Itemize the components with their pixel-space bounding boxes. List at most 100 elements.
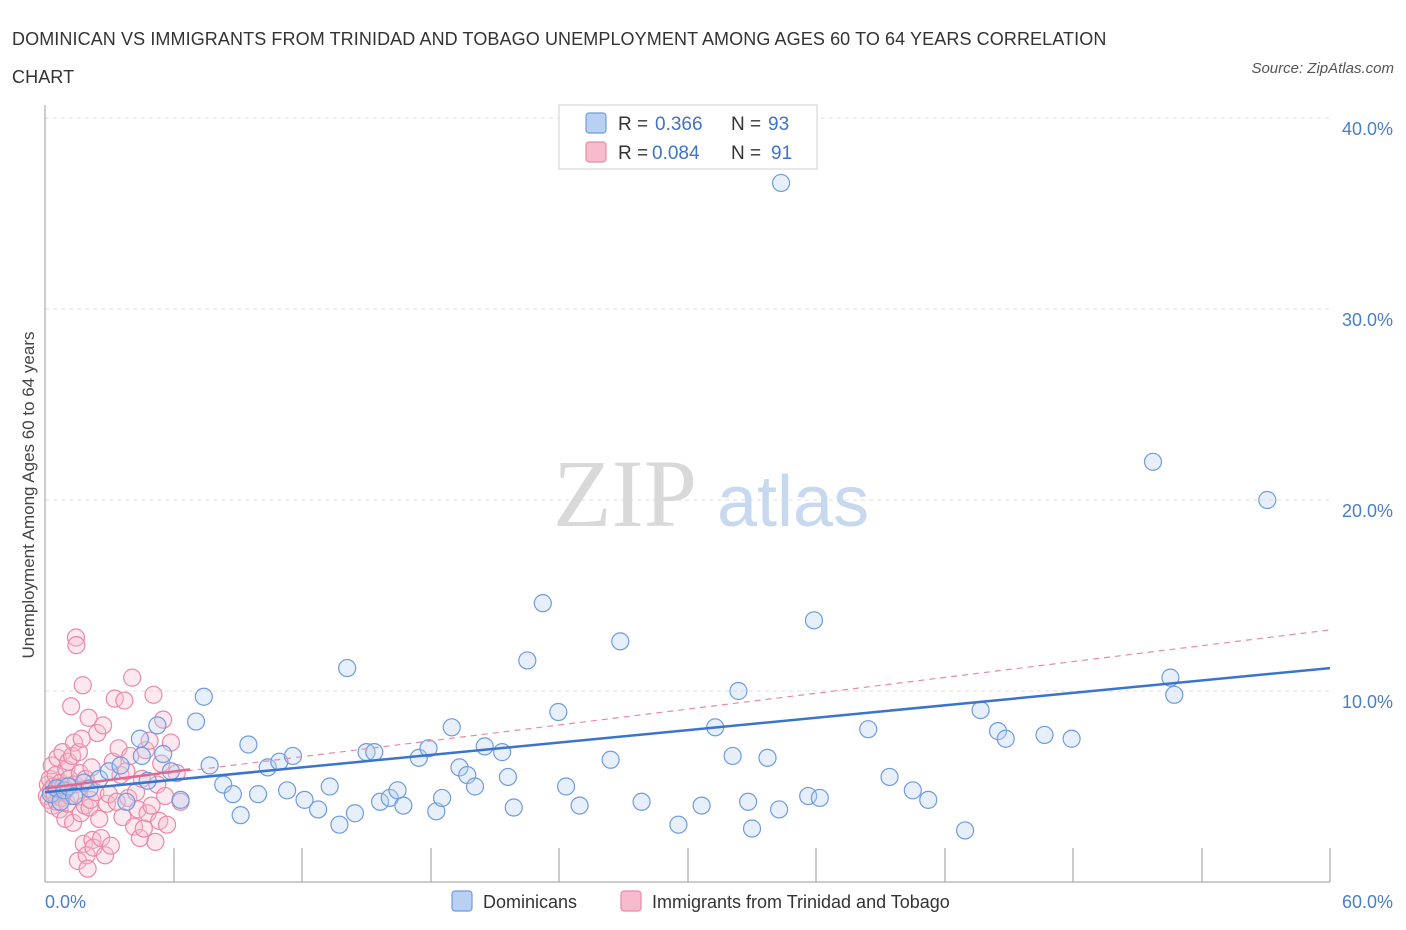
y-tick-label-10: 10.0%	[1342, 692, 1393, 712]
dominican-point-44	[419, 739, 438, 758]
dominican-point-85	[1062, 729, 1081, 748]
dominican-point-2	[51, 792, 70, 811]
y-tick-labels: 10.0% 20.0% 30.0% 40.0%	[1342, 119, 1393, 712]
dominican-point-75	[810, 788, 829, 808]
trinidad-point-38	[73, 676, 92, 695]
dominican-point-88	[1165, 685, 1184, 704]
watermark-zip: ZIP	[553, 440, 697, 547]
series-trinidad-points	[37, 628, 190, 878]
trinidad-point-81	[146, 832, 165, 851]
dominican-point-59	[570, 796, 589, 815]
watermark: ZIP atlas	[553, 440, 869, 547]
dominican-point-36	[345, 804, 365, 823]
dominican-point-50	[465, 777, 485, 796]
bottom-legend-trinidad: Immigrants from Trinidad and Tobago	[652, 892, 950, 912]
trinidad-point-31	[67, 636, 86, 655]
legend-blue-n-label: N =	[731, 114, 761, 135]
dominican-point-11	[117, 792, 136, 811]
trinidad-point-39	[74, 834, 93, 853]
dominican-point-69	[742, 819, 762, 838]
trinidad-point-86	[155, 786, 175, 806]
trinidad-point-75	[134, 819, 153, 838]
dominican-point-67	[729, 681, 748, 701]
dominican-point-53	[498, 767, 518, 787]
legend-blue-r-value: 0.366	[655, 114, 703, 135]
dominican-point-63	[669, 815, 688, 834]
trinidad-point-34	[69, 743, 88, 762]
dominican-point-20	[194, 687, 213, 706]
dominican-point-89	[1258, 490, 1277, 510]
trinidad-point-37	[72, 729, 91, 748]
dominican-point-72	[771, 173, 791, 193]
bottom-legend-blue-swatch	[451, 890, 473, 912]
dominican-point-83	[996, 729, 1015, 748]
trinidad-point-25	[62, 697, 81, 716]
dominican-point-23	[223, 785, 242, 804]
dominican-point-84	[1035, 725, 1054, 745]
trinidad-point-79	[142, 796, 161, 815]
trinidad-point-52	[90, 809, 109, 829]
bottom-legend-pink-swatch	[620, 890, 642, 912]
dominican-point-78	[903, 781, 922, 800]
dominican-point-24	[231, 806, 250, 825]
watermark-atlas: atlas	[717, 462, 869, 542]
legend-pink-r-label: R =	[618, 143, 648, 164]
trinidad-point-53	[92, 828, 111, 848]
chart-title: DOMINICAN VS IMMIGRANTS FROM TRINIDAD AN…	[12, 29, 1107, 87]
x-tick-label-min: 0.0%	[45, 892, 86, 912]
dominican-point-81	[971, 700, 990, 720]
x-tick-label-max: 60.0%	[1342, 892, 1393, 912]
dominican-point-26	[248, 785, 268, 804]
dominican-point-73	[799, 786, 818, 806]
trinidad-point-80	[144, 685, 163, 704]
dominican-point-76	[859, 720, 878, 739]
dominican-point-56	[533, 594, 552, 613]
trend-lines	[44, 629, 1331, 794]
dominican-point-41	[388, 781, 407, 800]
trinidad-point-65	[115, 691, 134, 710]
dominican-point-70	[758, 748, 777, 767]
trinidad-point-33	[68, 851, 88, 871]
dominican-point-77	[880, 767, 899, 787]
legend-pink-r-value: 0.084	[652, 143, 700, 164]
dominican-point-80	[955, 821, 975, 840]
dominican-point-30	[283, 746, 303, 766]
dominican-point-21	[200, 756, 219, 775]
dominican-point-66	[723, 746, 742, 766]
dominican-point-12	[130, 729, 150, 748]
trinidad-point-44	[79, 708, 98, 727]
legend-pink-swatch	[585, 141, 607, 163]
x-tick-labels: 0.0% 60.0%	[45, 892, 1393, 912]
dominican-point-19	[186, 712, 206, 731]
dominican-point-60	[601, 750, 620, 769]
dominican-point-54	[504, 798, 523, 817]
dominican-point-62	[632, 792, 651, 811]
dominican-point-15	[148, 716, 167, 735]
legend-pink-n-value: 91	[771, 143, 792, 164]
correlation-legend: R = 0.366 N = 93 R = 0.084 N = 91	[558, 104, 818, 170]
dominican-point-34	[330, 815, 349, 834]
dominican-point-29	[278, 781, 297, 800]
dominican-point-18	[171, 790, 190, 809]
dominican-point-25	[239, 735, 258, 754]
dominican-point-71	[770, 800, 789, 819]
legend-blue-swatch	[585, 112, 607, 134]
series-dominicans-points	[41, 173, 1277, 840]
trinidad-point-55	[95, 846, 115, 865]
dominican-point-86	[1143, 452, 1163, 471]
dominican-point-61	[611, 632, 630, 651]
dominican-point-38	[365, 743, 384, 762]
dominican-point-39	[371, 792, 390, 811]
dominican-point-47	[442, 718, 461, 737]
legend-blue-r-label: R =	[618, 114, 648, 135]
dominican-point-16	[154, 744, 173, 764]
dominican-point-35	[338, 658, 357, 678]
dominican-point-31	[295, 790, 314, 809]
trinidad-trend-line	[44, 629, 1331, 790]
dominican-point-79	[919, 790, 938, 809]
y-axis-label: Unemployment Among Ages 60 to 64 years	[19, 332, 38, 659]
dominican-point-45	[427, 802, 446, 821]
dominican-point-57	[549, 702, 568, 722]
y-tick-label-20: 20.0%	[1342, 501, 1393, 521]
